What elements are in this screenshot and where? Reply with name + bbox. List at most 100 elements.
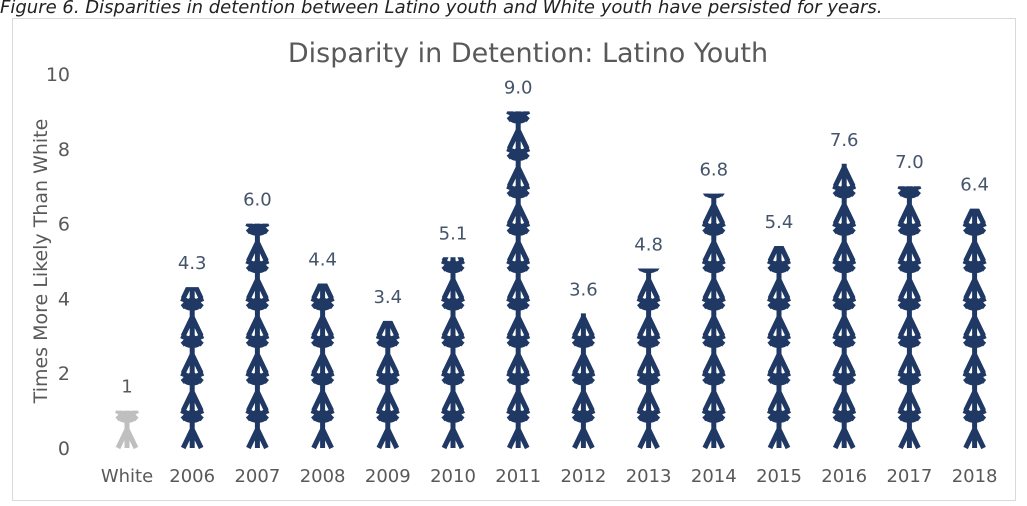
data-labels: 1 4.3 6.0 4.4 3.4 5.1 9.0 3.6 4.8 6.8 5.4 7.6 7.0 6.4: [121, 77, 989, 397]
person-icon: [962, 370, 987, 412]
person-icon: [506, 183, 531, 225]
person-icon: [310, 408, 335, 450]
person-icon: [832, 333, 857, 375]
person-icon: [375, 370, 400, 412]
person-icon: [767, 258, 791, 300]
person-icon: [506, 221, 531, 263]
bar-2006: [180, 287, 205, 450]
data-label: 7.0: [895, 152, 924, 173]
bar-2018: [962, 208, 987, 450]
person-icon: [963, 208, 986, 225]
y-tick-label: 0: [58, 438, 70, 460]
bar-2017: [897, 186, 922, 450]
person-icon: [571, 408, 596, 450]
person-icon: [897, 408, 922, 450]
person-icon: [897, 333, 922, 375]
chart-frame: [12, 18, 1016, 501]
x-tick-label: 2013: [626, 466, 672, 487]
person-icon: [506, 295, 531, 337]
person-icon: [962, 408, 987, 450]
person-icon: [506, 146, 531, 188]
person-icon: [767, 333, 791, 375]
person-icon: [245, 223, 270, 263]
bar-2012: [571, 313, 596, 450]
y-tick-label: 4: [58, 288, 70, 310]
person-icon: [245, 333, 270, 375]
x-tick-label: 2014: [691, 466, 737, 487]
x-tick-label: 2016: [821, 466, 867, 487]
person-icon: [180, 295, 205, 337]
person-icon: [636, 370, 661, 412]
x-tick-label: 2008: [300, 466, 346, 487]
person-icon: [506, 111, 531, 150]
x-tick-label: 2006: [169, 466, 215, 487]
person-icon: [441, 333, 465, 375]
bar-2016: [832, 163, 857, 450]
person-icon: [701, 408, 726, 450]
bar-2009: [375, 320, 400, 450]
person-icon: [506, 370, 531, 412]
person-icon: [832, 163, 856, 188]
person-icon: [701, 370, 726, 412]
bar-2011: [506, 111, 531, 450]
bar-2008: [310, 283, 335, 450]
data-label: 4.3: [178, 253, 207, 274]
person-icon: [506, 258, 531, 300]
person-icon: [571, 333, 596, 375]
data-label: 3.6: [569, 279, 598, 300]
person-icon: [441, 370, 465, 412]
person-icon: [245, 295, 270, 337]
data-label: 1: [121, 377, 132, 398]
x-tick-label: 2007: [234, 466, 280, 487]
person-icon: [376, 320, 400, 337]
person-icon: [506, 333, 531, 375]
person-icon: [767, 370, 791, 412]
person-icon: [832, 258, 857, 300]
person-icon: [441, 295, 465, 337]
data-label: 4.8: [634, 234, 663, 255]
data-label: 6.4: [960, 175, 989, 196]
bar-2007: [245, 223, 270, 450]
data-label: 5.1: [439, 223, 468, 244]
x-tick-label: White: [101, 466, 153, 487]
person-icon: [897, 221, 922, 263]
person-icon: [962, 295, 987, 337]
person-icon: [180, 408, 205, 450]
person-icon: [701, 258, 726, 300]
person-icon: [441, 408, 465, 450]
person-icon: [897, 258, 922, 300]
person-icon: [832, 183, 857, 225]
y-tick-label: 6: [58, 214, 70, 236]
person-icon: [767, 246, 791, 263]
figure-caption-fragment: Figure 6. Disparities in detention betwe…: [0, 0, 883, 18]
x-tick-label: 2017: [886, 466, 932, 487]
person-icon: [962, 258, 987, 300]
person-icon: [245, 370, 270, 412]
data-label: 5.4: [765, 212, 794, 233]
data-label: 7.6: [830, 130, 859, 151]
data-label: 6.0: [243, 190, 272, 211]
y-axis-ticks: 0 2 4 6 8 10: [46, 64, 70, 460]
chart-title: Disparity in Detention: Latino Youth: [288, 38, 768, 69]
person-icon: [701, 221, 726, 263]
person-icon: [702, 193, 726, 225]
person-icon: [701, 333, 726, 375]
x-tick-label: 2009: [365, 466, 411, 487]
person-icon: [897, 295, 922, 337]
person-icon: [180, 370, 205, 412]
person-icon: [832, 221, 857, 263]
person-icon: [832, 295, 857, 337]
person-icon: [115, 410, 139, 450]
y-tick-label: 10: [46, 64, 70, 86]
y-tick-label: 2: [58, 363, 70, 385]
bar-2013: [636, 268, 661, 450]
person-icon: [180, 333, 205, 375]
person-icon: [311, 283, 334, 300]
x-tick-label: 2015: [756, 466, 802, 487]
bar-2014: [701, 193, 726, 450]
person-icon: [962, 221, 987, 263]
person-icon: [832, 370, 857, 412]
x-axis-labels: White 2006 2007 2008 2009 2010 2011 2012 2013 201…: [101, 466, 998, 487]
bar-2010: [441, 257, 465, 450]
